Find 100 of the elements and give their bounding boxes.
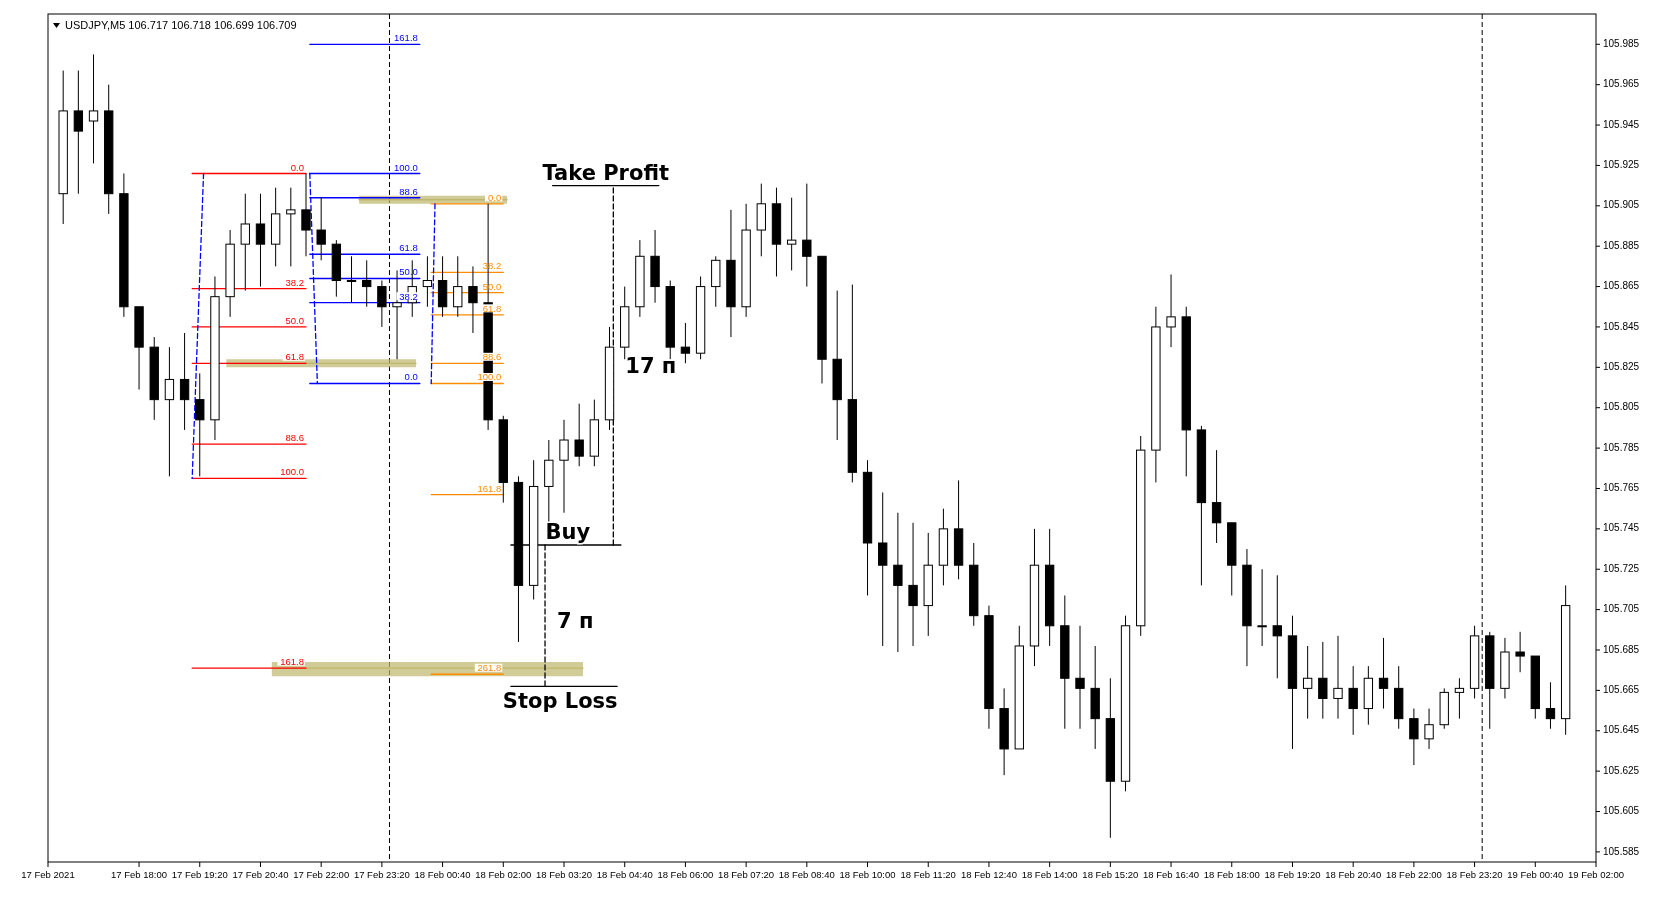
annotation: 100.0 (394, 161, 418, 173)
candlestick (1515, 631, 1525, 673)
x-tick-label: 18 Feb 19:20 (1264, 869, 1321, 880)
annotation: 88.6 (482, 351, 502, 363)
annotation: 0.0 (290, 161, 304, 173)
x-tick-label: 18 Feb 00:40 (414, 869, 471, 880)
x-tick-label: 18 Feb 15:20 (1082, 869, 1139, 880)
x-tick-label: 17 Feb 2021 (21, 869, 75, 880)
candlestick (802, 183, 812, 288)
candlestick (1545, 681, 1556, 730)
annotation: 100.0 (280, 466, 304, 478)
candlestick (73, 70, 84, 195)
candlestick (559, 419, 569, 514)
y-tick-label: 105.625 (1603, 764, 1640, 776)
x-tick-label: 18 Feb 16:40 (1143, 869, 1200, 880)
candlestick (422, 255, 433, 308)
x-tick-label: 17 Feb 23:20 (353, 869, 410, 880)
y-tick-label: 105.665 (1603, 684, 1640, 696)
annotation: 17 п (625, 354, 677, 379)
candlestick (1333, 635, 1343, 720)
annotation: Take Profit (542, 160, 669, 185)
x-tick-label: 18 Feb 22:00 (1385, 869, 1442, 880)
candlestick (1378, 637, 1389, 710)
candlestick (878, 492, 888, 647)
candlestick (1211, 449, 1222, 544)
candlestick (574, 403, 584, 467)
y-tick-label: 105.865 (1603, 280, 1640, 292)
x-tick-label: 18 Feb 02:00 (475, 869, 532, 880)
candlestick (179, 332, 190, 431)
candlestick (240, 193, 250, 292)
annotation: 7 п (557, 608, 594, 633)
x-tick-label: 18 Feb 23:20 (1446, 869, 1503, 880)
x-tick-label: 18 Feb 20:40 (1325, 869, 1382, 880)
candlestick (1272, 574, 1282, 679)
y-tick-label: 105.725 (1603, 562, 1640, 574)
y-tick-label: 105.785 (1603, 441, 1640, 453)
annotation: 261.8 (477, 662, 502, 674)
y-tick-label: 105.925 (1603, 159, 1640, 171)
y-tick-label: 105.985 (1603, 37, 1640, 49)
annotation: 61.8 (285, 351, 304, 363)
candlestick (164, 346, 175, 477)
y-tick-label: 105.965 (1603, 78, 1640, 90)
y-tick-label: 105.905 (1603, 199, 1640, 211)
candlestick (1348, 665, 1358, 736)
candlestick (1302, 645, 1313, 720)
candlestick (1075, 625, 1085, 730)
candlestick (1424, 708, 1434, 750)
annotation: 88.6 (399, 185, 418, 197)
x-tick-label: 17 Feb 18:00 (111, 869, 168, 880)
annotation: 61.8 (399, 242, 418, 254)
y-tick-label: 105.605 (1603, 805, 1640, 817)
annotation: 100.0 (477, 371, 502, 383)
candlestick (893, 512, 903, 653)
x-tick-label: 18 Feb 04:40 (596, 869, 653, 880)
y-tick-label: 105.585 (1603, 845, 1640, 857)
y-tick-label: 105.765 (1603, 482, 1640, 494)
y-tick-label: 105.685 (1603, 643, 1640, 655)
x-tick-label: 18 Feb 14:00 (1021, 869, 1078, 880)
annotation: 61.8 (482, 302, 502, 314)
candlestick (468, 265, 478, 334)
candlestick (680, 322, 691, 364)
annotation: 38.2 (285, 276, 304, 288)
annotation: 161.8 (394, 32, 418, 44)
annotation: Stop Loss (502, 688, 618, 713)
x-tick-label: 19 Feb 02:00 (1568, 869, 1624, 880)
x-tick-label: 18 Feb 03:20 (536, 869, 592, 880)
y-tick-label: 105.645 (1603, 724, 1640, 736)
candlestick (301, 173, 311, 257)
text: USDJPY,M5 106.717 106.718 106.699 106.709 (65, 19, 297, 31)
candlestick (316, 197, 326, 261)
candlestick (377, 280, 387, 328)
candlestick (908, 522, 918, 647)
candlestick (255, 193, 266, 288)
annotation: 50.0 (285, 314, 304, 326)
candlestick (786, 197, 797, 271)
y-tick-label: 105.945 (1603, 118, 1640, 130)
annotation: Buy (545, 520, 591, 545)
annotation: 161.8 (280, 656, 304, 668)
candlestick (362, 259, 372, 308)
y-tick-label: 105.885 (1603, 239, 1640, 251)
y-tick-label: 105.705 (1603, 603, 1640, 615)
y-tick-label: 105.825 (1603, 360, 1640, 372)
candlestick (286, 187, 296, 267)
x-tick-label: 17 Feb 19:20 (171, 869, 228, 880)
candlestick (1454, 677, 1465, 720)
x-tick-label: 18 Feb 11:20 (900, 869, 956, 880)
candlestick (1166, 273, 1176, 348)
annotation: 0.0 (488, 191, 502, 203)
x-tick-label: 18 Feb 10:00 (839, 869, 896, 880)
y-tick-label: 105.745 (1603, 522, 1640, 534)
x-tick-label: 17 Feb 22:00 (293, 869, 350, 880)
x-tick-label: 18 Feb 12:40 (960, 869, 1017, 880)
annotation: 38.2 (399, 290, 418, 302)
x-tick-label: 19 Feb 00:40 (1507, 869, 1564, 880)
annotation: 88.6 (285, 432, 304, 444)
x-tick-label: 18 Feb 06:00 (657, 869, 714, 880)
annotation: 0.0 (404, 371, 418, 383)
candlestick (453, 255, 463, 318)
candlestick (346, 255, 357, 304)
candlestick (88, 53, 99, 164)
